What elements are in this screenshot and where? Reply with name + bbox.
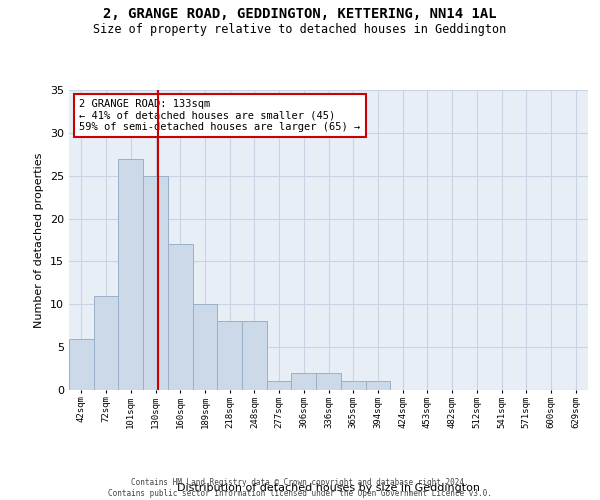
- Bar: [242, 322, 267, 390]
- Bar: [143, 176, 168, 390]
- Text: Size of property relative to detached houses in Geddington: Size of property relative to detached ho…: [94, 22, 506, 36]
- Bar: [69, 338, 94, 390]
- Text: 2, GRANGE ROAD, GEDDINGTON, KETTERING, NN14 1AL: 2, GRANGE ROAD, GEDDINGTON, KETTERING, N…: [103, 8, 497, 22]
- Bar: [341, 382, 365, 390]
- Bar: [365, 382, 390, 390]
- Y-axis label: Number of detached properties: Number of detached properties: [34, 152, 44, 328]
- Text: 2 GRANGE ROAD: 133sqm
← 41% of detached houses are smaller (45)
59% of semi-deta: 2 GRANGE ROAD: 133sqm ← 41% of detached …: [79, 99, 361, 132]
- Bar: [267, 382, 292, 390]
- Bar: [118, 158, 143, 390]
- Bar: [94, 296, 118, 390]
- Bar: [217, 322, 242, 390]
- Bar: [193, 304, 217, 390]
- Bar: [316, 373, 341, 390]
- X-axis label: Distribution of detached houses by size in Geddington: Distribution of detached houses by size …: [177, 484, 480, 494]
- Bar: [168, 244, 193, 390]
- Bar: [292, 373, 316, 390]
- Text: Contains HM Land Registry data © Crown copyright and database right 2024.
Contai: Contains HM Land Registry data © Crown c…: [108, 478, 492, 498]
